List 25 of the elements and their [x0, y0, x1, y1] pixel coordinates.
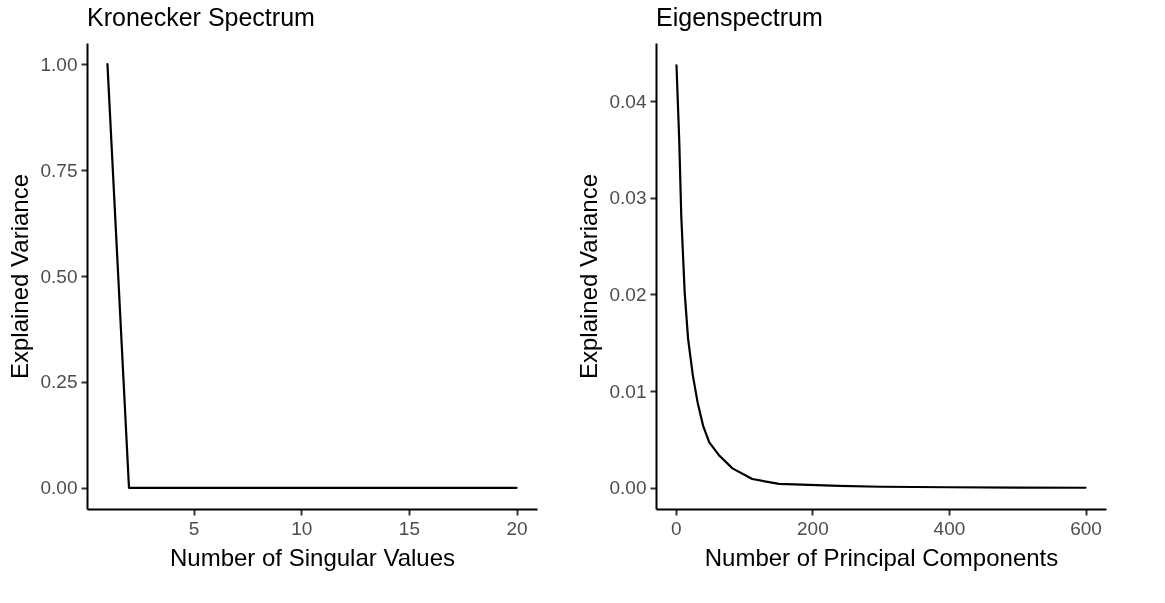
y-axis-title: Explained Variance [574, 173, 602, 380]
x-tick-label: 0 [671, 517, 682, 539]
y-tick-label: 0.00 [40, 477, 78, 499]
y-axis-title: Explained Variance [5, 173, 33, 380]
y-tick-label: 0.00 [609, 477, 647, 499]
y-tick-label: 0.01 [609, 380, 647, 402]
x-tick-label: 400 [933, 517, 966, 539]
y-tick-label: 0.04 [609, 90, 647, 112]
x-axis-title: Number of Principal Components [704, 543, 1059, 571]
y-tick-label: 0.75 [40, 159, 78, 181]
x-tick-label: 600 [1070, 517, 1102, 539]
x-tick-label: 10 [291, 517, 313, 539]
x-tick-label: 5 [188, 517, 200, 539]
x-axis-title: Number of Singular Values [169, 543, 456, 571]
line-series [675, 64, 1087, 489]
y-tick-label: 0.50 [40, 265, 78, 287]
y-tick-label: 0.03 [609, 187, 647, 209]
x-tick-label: 15 [398, 517, 420, 539]
y-tick-label: 0.25 [40, 371, 78, 393]
y-tick-label: 0.02 [609, 283, 647, 305]
chart-title: Kronecker Spectrum [87, 3, 315, 31]
chart-title: Eigenspectrum [656, 3, 823, 31]
x-tick-label: 20 [506, 517, 528, 539]
y-tick-label: 1.00 [40, 53, 78, 75]
x-tick-label: 200 [797, 517, 829, 539]
